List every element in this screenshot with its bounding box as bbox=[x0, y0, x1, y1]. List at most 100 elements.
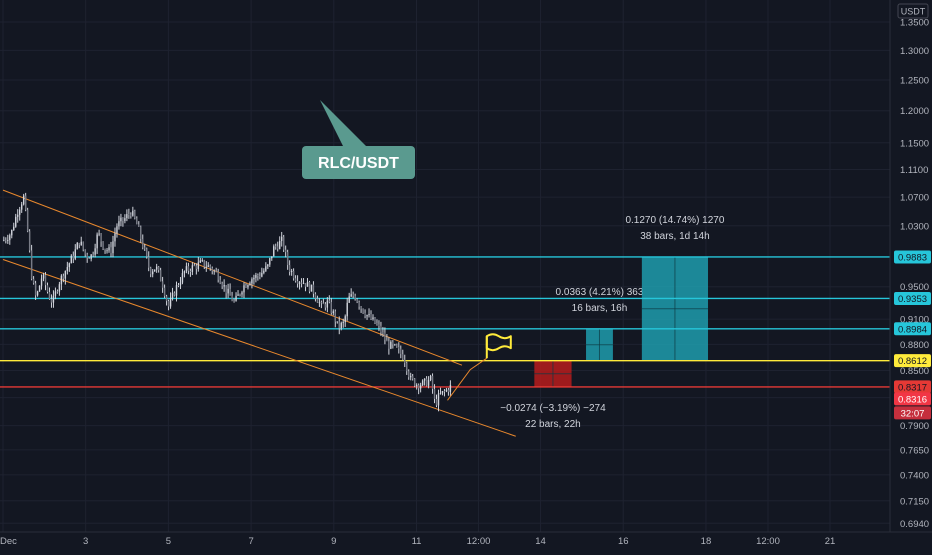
time-tick-label: 7 bbox=[248, 536, 253, 547]
candle-body bbox=[417, 384, 420, 389]
candle-body bbox=[294, 278, 297, 282]
candle-body bbox=[225, 285, 227, 294]
channel-trendline bbox=[2, 258, 516, 437]
candle-body bbox=[138, 224, 140, 227]
candle-body bbox=[231, 295, 233, 301]
candle-body bbox=[126, 214, 128, 219]
candle-body bbox=[100, 233, 102, 242]
candle-body bbox=[284, 249, 287, 253]
projection-line bbox=[447, 357, 488, 401]
candle-body bbox=[402, 354, 404, 360]
candle-body bbox=[56, 291, 59, 293]
candle-body bbox=[163, 287, 166, 297]
candle-body bbox=[394, 344, 396, 346]
candle-body bbox=[130, 214, 132, 216]
candle-body bbox=[384, 332, 386, 340]
candle-body bbox=[161, 281, 164, 288]
candle-body bbox=[20, 204, 23, 210]
price-level-tag-label: 0.9353 bbox=[898, 294, 927, 305]
candle-body bbox=[279, 240, 281, 249]
candle-body bbox=[243, 285, 245, 293]
price-tick-label: 0.7900 bbox=[900, 421, 929, 432]
candle-body bbox=[344, 316, 346, 323]
candle-body bbox=[122, 217, 124, 221]
time-tick-label: 3 bbox=[83, 536, 88, 547]
candle-body bbox=[201, 260, 204, 261]
measure-bars-label: 16 bars, 16h bbox=[572, 303, 628, 314]
candle-body bbox=[30, 250, 33, 279]
price-axis[interactable]: 1.3500 1.3000 1.2500 1.2000 1.1500 1.1100 1.07… bbox=[894, 17, 931, 530]
candle-body bbox=[205, 266, 207, 268]
candles-layer bbox=[3, 192, 452, 412]
price-level-tag bbox=[894, 354, 931, 368]
candle-body bbox=[9, 235, 11, 241]
candle-body bbox=[185, 266, 188, 272]
candle-body bbox=[239, 294, 241, 296]
candle-body bbox=[296, 281, 299, 284]
time-tick-label: 18 bbox=[701, 536, 712, 547]
candle-body bbox=[153, 269, 156, 272]
time-tick-label: 14 bbox=[535, 536, 546, 547]
candle-body bbox=[227, 288, 229, 294]
countdown-label: 32:07 bbox=[901, 408, 925, 419]
price-tick-label: 1.2500 bbox=[900, 75, 929, 86]
candle-body bbox=[400, 348, 402, 355]
candle-body bbox=[342, 322, 344, 323]
candle-body bbox=[427, 380, 430, 386]
candle-body bbox=[302, 283, 305, 284]
time-axis[interactable]: Dec 3 5 7 9 11 12:00 14 16 18 12:00 21 bbox=[0, 536, 835, 547]
candle-body bbox=[171, 292, 174, 299]
candle-body bbox=[128, 214, 130, 215]
candle-body bbox=[251, 279, 253, 284]
candle-body bbox=[72, 255, 74, 259]
candle-body bbox=[360, 306, 362, 309]
candle-body bbox=[316, 298, 319, 303]
candle-body bbox=[219, 279, 221, 284]
measure-boxes-layer: −0.0274 (−3.19%) −274 22 bars, 22h 0.0363 … bbox=[500, 215, 725, 430]
candle-body bbox=[282, 236, 285, 250]
price-tick-label: 0.6940 bbox=[900, 519, 929, 530]
candle-body bbox=[253, 277, 255, 280]
price-tick-label: 1.0700 bbox=[900, 193, 929, 204]
price-tick-label: 1.3000 bbox=[900, 46, 929, 57]
candle-body bbox=[211, 267, 213, 272]
candle-body bbox=[235, 295, 237, 301]
candle-body bbox=[102, 241, 104, 249]
candle-body bbox=[179, 282, 182, 286]
candle-body bbox=[306, 281, 309, 287]
candle-body bbox=[406, 362, 408, 372]
candle-body bbox=[326, 300, 329, 308]
time-tick-label: 5 bbox=[166, 536, 171, 547]
price-level-tag-label: 0.8984 bbox=[898, 324, 927, 335]
measure-bars-label: 38 bars, 1d 14h bbox=[640, 231, 710, 242]
candle-body bbox=[70, 255, 73, 264]
candle-body bbox=[340, 322, 342, 329]
time-tick-label: 11 bbox=[412, 536, 422, 547]
candle-body bbox=[5, 239, 7, 241]
candle-body bbox=[447, 389, 450, 392]
candle-body bbox=[249, 283, 251, 286]
candle-body bbox=[255, 275, 257, 278]
candle-body bbox=[66, 267, 69, 271]
candle-body bbox=[88, 258, 90, 259]
candle-body bbox=[62, 275, 65, 279]
candle-body bbox=[318, 302, 321, 304]
price-tick-label: 0.7650 bbox=[900, 445, 929, 456]
candle-body bbox=[364, 312, 366, 317]
candle-body bbox=[98, 233, 100, 235]
symbol-callout: RLC/USDT bbox=[302, 100, 415, 179]
candle-body bbox=[52, 295, 55, 303]
candle-body bbox=[423, 378, 426, 381]
candle-body bbox=[217, 271, 219, 280]
candle-body bbox=[435, 398, 438, 406]
price-level-tag-label: 0.8317 bbox=[898, 382, 927, 393]
candle-body bbox=[308, 281, 311, 292]
candle-body bbox=[312, 284, 315, 294]
candle-body bbox=[419, 385, 422, 389]
candle-body bbox=[207, 265, 209, 267]
candle-body bbox=[146, 248, 148, 257]
candle-body bbox=[439, 393, 442, 395]
measure-change-label: −0.0274 (−3.19%) −274 bbox=[500, 403, 606, 414]
